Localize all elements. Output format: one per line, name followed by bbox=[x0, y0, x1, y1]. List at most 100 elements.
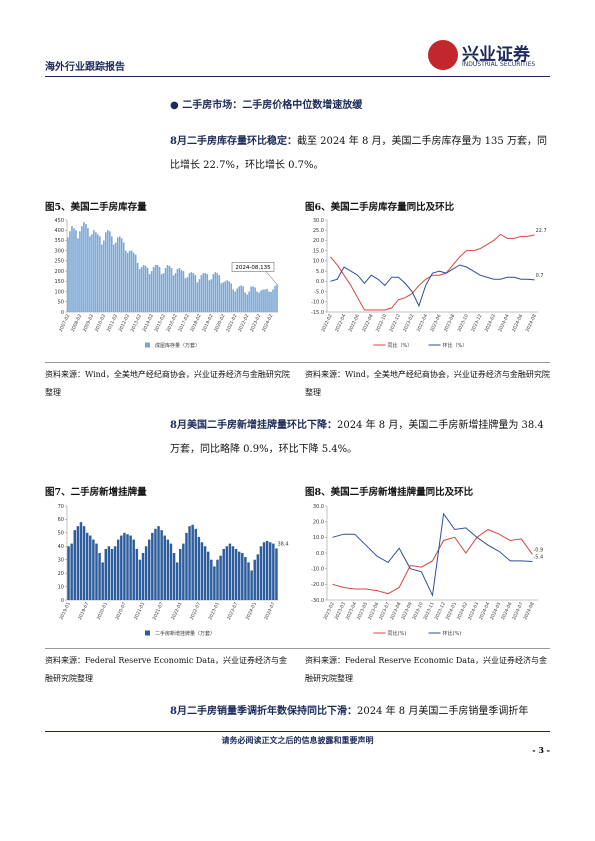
x-tick-label: 2021-07 bbox=[152, 601, 165, 621]
y-tick-label: 0 bbox=[61, 598, 64, 604]
header-rule bbox=[45, 76, 550, 77]
bar bbox=[73, 530, 76, 600]
bar bbox=[174, 273, 177, 312]
bar bbox=[258, 292, 260, 312]
y-tick-label: 0 bbox=[61, 310, 64, 316]
bar bbox=[262, 289, 264, 312]
legend-swatch bbox=[145, 342, 150, 348]
bar bbox=[237, 551, 241, 600]
bar bbox=[120, 238, 123, 312]
y-tick-label: 30 bbox=[58, 558, 64, 564]
line bbox=[332, 512, 533, 598]
bar bbox=[158, 267, 161, 312]
bar bbox=[179, 548, 182, 600]
bar bbox=[240, 285, 242, 312]
y-tick-label: 250 bbox=[54, 259, 64, 265]
bar bbox=[132, 539, 135, 600]
bar bbox=[154, 264, 157, 312]
bar bbox=[144, 546, 148, 600]
bar bbox=[270, 291, 272, 312]
bar bbox=[190, 272, 193, 312]
bar bbox=[79, 522, 83, 600]
y-tick-label: -5.0 bbox=[314, 289, 324, 295]
text: 2024 年 8 月，美国二手房新增挂牌量为 38.4 万套，同比略降 0.9%… bbox=[170, 420, 544, 455]
y-tick-label: -20.0 bbox=[311, 582, 324, 588]
bar bbox=[77, 238, 79, 312]
value-label: -0.9 bbox=[533, 547, 543, 553]
bar bbox=[172, 275, 175, 312]
bar bbox=[275, 548, 278, 600]
bar bbox=[166, 264, 169, 312]
bar bbox=[248, 291, 250, 312]
x-tick-label: 2024-02 bbox=[261, 313, 274, 333]
y-tick-label: -10.0 bbox=[311, 566, 324, 572]
bar bbox=[214, 272, 217, 312]
x-tick-label: 2014-02 bbox=[142, 313, 155, 333]
figure-title: 图5、美国二手房库存量 bbox=[45, 202, 147, 213]
x-tick-label: 2022-04 bbox=[334, 313, 347, 333]
bar bbox=[71, 226, 73, 312]
annotation: 2024-08,135 bbox=[235, 265, 271, 271]
legend-swatch bbox=[145, 630, 150, 636]
y-tick-label: 10.0 bbox=[313, 535, 324, 541]
bar bbox=[188, 273, 191, 312]
bar bbox=[164, 268, 167, 312]
bar bbox=[148, 274, 151, 312]
bar bbox=[128, 250, 131, 312]
bar bbox=[69, 231, 71, 312]
y-tick-label: 40 bbox=[58, 544, 64, 550]
text: 截至 2024 年 8 月，美国二手房库存量为 135 万套，同比增长 22.7… bbox=[170, 136, 547, 171]
figure-title: 图8、美国二手房新增挂牌量同比及环比 bbox=[305, 487, 474, 498]
bar bbox=[216, 559, 219, 600]
bar bbox=[132, 252, 135, 312]
bar bbox=[172, 553, 176, 600]
bar bbox=[268, 291, 270, 312]
bar bbox=[101, 244, 103, 312]
bar bbox=[203, 546, 207, 600]
bar bbox=[92, 539, 95, 600]
bar bbox=[126, 534, 129, 600]
x-tick-label: 2010-02 bbox=[94, 313, 107, 333]
logo-cn: 兴业证券 bbox=[462, 45, 530, 65]
bar bbox=[186, 277, 189, 312]
y-tick-label: 100 bbox=[54, 289, 64, 295]
bar bbox=[83, 222, 85, 312]
legend-label: 环比(%) bbox=[443, 630, 462, 637]
bar bbox=[206, 551, 210, 600]
bar bbox=[185, 532, 188, 600]
page-number: - 3 - bbox=[532, 745, 550, 755]
bar bbox=[236, 288, 238, 312]
bar bbox=[226, 280, 229, 312]
x-tick-label: 2013-02 bbox=[130, 313, 143, 333]
bar bbox=[262, 542, 266, 600]
x-tick-label: 2011-02 bbox=[106, 313, 119, 333]
logo-en: INDUSTRIAL SECURITIES bbox=[462, 61, 536, 68]
bar bbox=[169, 543, 173, 600]
bar bbox=[104, 548, 108, 600]
bar bbox=[216, 273, 219, 312]
bar bbox=[200, 275, 203, 312]
y-tick-label: 60 bbox=[58, 517, 64, 523]
y-tick-label: 70 bbox=[58, 504, 64, 510]
x-tick-label: 2008-02 bbox=[70, 313, 83, 333]
bar bbox=[105, 232, 107, 312]
bar bbox=[276, 284, 278, 312]
y-tick-label: 15.0 bbox=[313, 248, 324, 254]
bar bbox=[191, 524, 194, 600]
x-tick-label: 2024-07 bbox=[263, 601, 276, 621]
bar bbox=[81, 226, 83, 312]
x-tick-label: 2024-01 bbox=[245, 601, 258, 621]
bar bbox=[260, 290, 262, 312]
bar bbox=[95, 232, 97, 312]
bar bbox=[116, 539, 120, 600]
y-tick-label: 10 bbox=[58, 584, 64, 590]
x-tick-label: 2022-07 bbox=[189, 601, 202, 621]
legend-label: 二手房新增挂牌量（万套） bbox=[155, 630, 215, 637]
bar bbox=[146, 268, 149, 312]
bar bbox=[114, 242, 117, 312]
legend-label: 环比（%） bbox=[443, 342, 468, 349]
bar bbox=[234, 548, 238, 600]
bar bbox=[213, 566, 216, 600]
bar bbox=[151, 532, 154, 600]
lead: 8月二手房销量季调折年数保持同比下滑： bbox=[170, 706, 357, 717]
